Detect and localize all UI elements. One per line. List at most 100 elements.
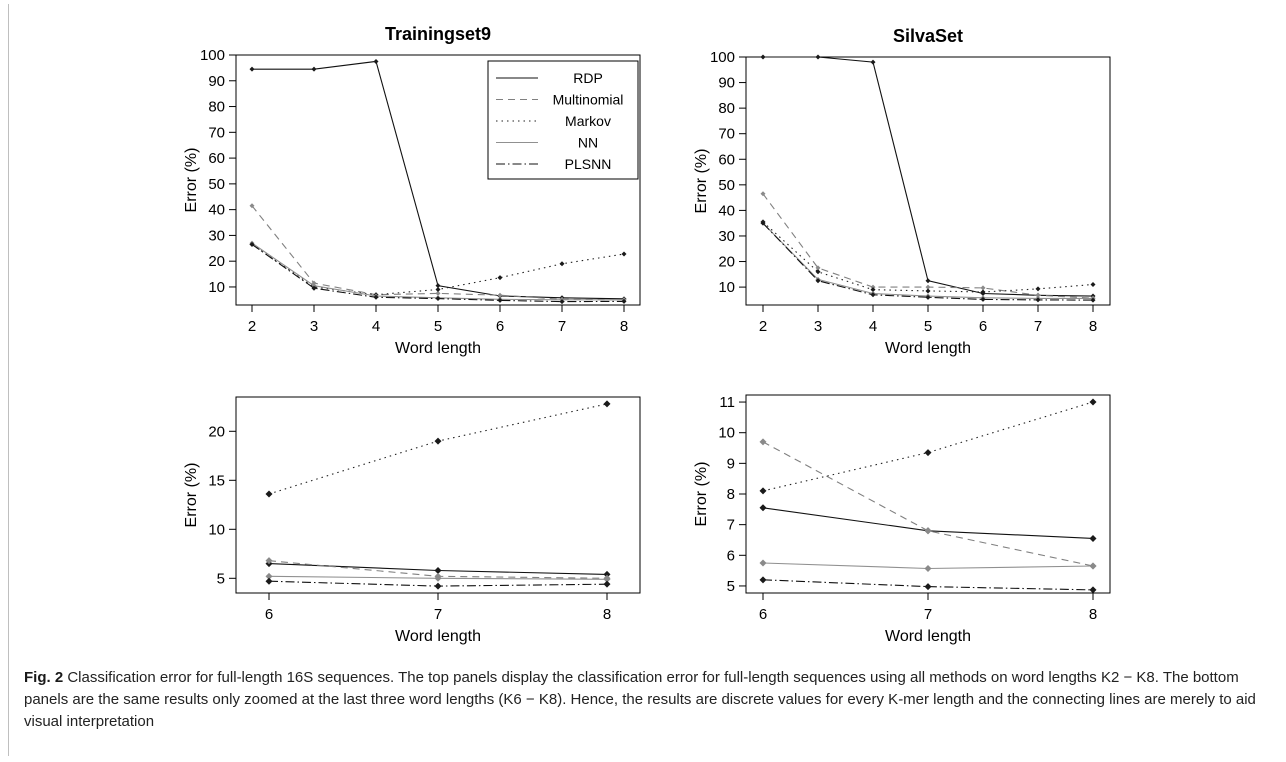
data-point-multinomial [249, 203, 255, 209]
y-tick-label: 10 [208, 279, 225, 296]
data-point-multinomial [759, 438, 767, 446]
y-tick-label: 90 [208, 73, 225, 90]
data-point-rdp [603, 570, 611, 578]
chart-title: SilvaSet [893, 26, 963, 46]
y-axis-label: Error (%) [183, 148, 200, 213]
x-axis-label: Word length [885, 628, 971, 645]
data-point-plsnn [980, 296, 986, 302]
y-tick-label: 11 [719, 394, 735, 411]
y-tick-label: 7 [727, 517, 735, 534]
series-line-markov [268, 403, 608, 495]
y-tick-label: 10 [718, 425, 735, 442]
x-tick-label: 6 [759, 606, 767, 623]
data-point-plsnn [760, 220, 766, 226]
data-point-rdp [373, 58, 379, 64]
data-point-plsnn [603, 580, 611, 588]
x-tick-label: 7 [924, 606, 932, 623]
x-tick-label: 3 [814, 318, 822, 335]
data-point-plsnn [373, 294, 379, 300]
y-tick-label: 9 [727, 455, 735, 472]
y-tick-label: 20 [208, 253, 225, 270]
y-axis-label: Error (%) [693, 149, 710, 214]
y-axis-label: Error (%) [183, 463, 200, 528]
data-point-markov [603, 400, 611, 408]
data-point-nn [759, 559, 767, 567]
series-line-markov [762, 401, 1094, 492]
caption-text: Classification error for full-length 16S… [24, 669, 1256, 730]
data-point-multinomial [265, 557, 273, 565]
data-point-multinomial [980, 285, 986, 291]
legend-box [487, 60, 639, 180]
y-tick-label: 70 [718, 126, 735, 143]
data-point-rdp [759, 504, 767, 512]
legend-label-markov: Markov [565, 113, 611, 129]
data-point-plsnn [497, 297, 503, 303]
chart-title: Trainingset9 [385, 24, 491, 44]
y-tick-label: 90 [718, 75, 735, 92]
data-point-markov [924, 449, 932, 457]
y-tick-label: 30 [208, 227, 225, 244]
x-tick-label: 6 [979, 318, 987, 335]
y-tick-label: 20 [208, 423, 225, 440]
data-point-plsnn [1090, 297, 1096, 303]
data-point-plsnn [265, 577, 273, 585]
data-point-plsnn [249, 241, 255, 247]
data-point-markov [265, 490, 273, 498]
data-point-rdp [1089, 534, 1097, 542]
x-tick-label: 2 [759, 318, 767, 335]
y-tick-label: 50 [718, 177, 735, 194]
series-line-rdp [763, 56, 1094, 297]
x-tick-label: 8 [1089, 318, 1097, 335]
data-point-multinomial [815, 265, 821, 271]
y-tick-label: 60 [208, 150, 225, 167]
figure-frame [8, 4, 1281, 756]
plot-frame [745, 56, 1111, 306]
data-point-markov [925, 288, 931, 294]
y-tick-label: 100 [200, 47, 225, 64]
data-point-rdp [435, 283, 441, 289]
data-point-markov [870, 287, 876, 293]
x-tick-label: 6 [496, 318, 504, 335]
legend-label-plsnn: PLSNN [565, 156, 612, 172]
data-point-markov [815, 269, 821, 275]
y-tick-label: 10 [718, 279, 735, 296]
data-point-plsnn [1035, 297, 1041, 303]
chart-panel-4: 6 7 8 Word length 5 6 7 8 9 10 11 Error (%) [693, 394, 1111, 645]
y-tick-label: 40 [718, 202, 735, 219]
chart-panel-1: Trainingset9 2 3 4 5 6 7 8 Word length 10 20 30 40 50… [183, 24, 641, 357]
figure-caption: Fig. 2 Classification error for full-len… [24, 667, 1274, 733]
plot-frame [745, 394, 1111, 594]
data-point-markov [1035, 286, 1041, 292]
data-point-markov [1089, 398, 1097, 406]
data-point-multinomial [870, 284, 876, 290]
data-point-plsnn [1089, 586, 1097, 594]
data-point-nn [265, 572, 273, 580]
data-point-rdp [870, 59, 876, 65]
data-point-plsnn [435, 296, 441, 302]
legend-label-multinomial: Multinomial [553, 92, 624, 108]
data-point-markov [980, 289, 986, 295]
y-tick-label: 30 [718, 228, 735, 245]
x-tick-label: 7 [558, 318, 566, 335]
x-tick-label: 6 [265, 606, 273, 623]
x-tick-label: 2 [248, 318, 256, 335]
x-axis-label: Word length [395, 628, 481, 645]
data-point-rdp [249, 66, 255, 72]
y-tick-label: 80 [718, 100, 735, 117]
chart-panel-3: 6 7 8 Word length 5 10 15 20 Error (%) [183, 396, 641, 645]
data-point-nn [1089, 562, 1097, 570]
legend-label-rdp: RDP [573, 70, 603, 86]
y-tick-label: 5 [217, 570, 225, 587]
x-tick-label: 8 [620, 318, 628, 335]
data-point-multinomial [1035, 292, 1041, 298]
x-tick-label: 3 [310, 318, 318, 335]
x-tick-label: 5 [924, 318, 932, 335]
data-point-rdp [760, 54, 766, 60]
data-point-rdp [925, 278, 931, 284]
data-point-markov [759, 487, 767, 495]
data-point-markov [497, 275, 503, 281]
x-axis-label: Word length [395, 340, 481, 357]
data-point-markov [621, 251, 627, 257]
y-tick-label: 8 [727, 486, 735, 503]
data-point-rdp [434, 566, 442, 574]
